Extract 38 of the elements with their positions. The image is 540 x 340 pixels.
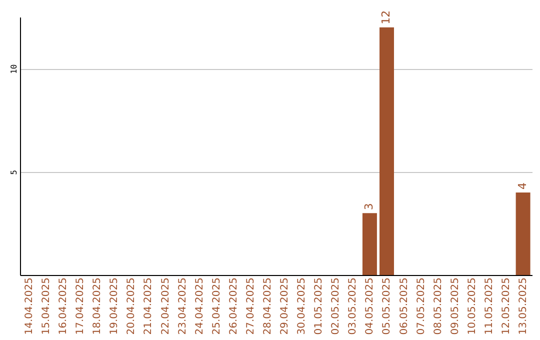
x-tick-label: 09.05.2025: [450, 278, 461, 335]
x-tick-label: 23.04.2025: [177, 278, 188, 335]
x-tick-label: 22.04.2025: [160, 278, 172, 335]
x-tick-label: 12.05.2025: [501, 278, 512, 335]
bar: [362, 213, 377, 275]
x-tick-label: 05.05.2025: [382, 278, 393, 335]
x-tick-label: 02.05.2025: [330, 278, 342, 335]
bar: [380, 27, 394, 275]
x-tick-label: 28.04.2025: [262, 278, 274, 335]
data-label: 12: [380, 10, 393, 24]
x-tick-label: 10.05.2025: [466, 278, 478, 335]
x-tick-label: 30.04.2025: [296, 278, 308, 335]
data-label: 3: [362, 203, 376, 210]
x-tick-label: 08.05.2025: [432, 278, 444, 335]
x-tick-label: 18.04.2025: [92, 278, 104, 335]
x-tick-label: 20.04.2025: [126, 278, 138, 335]
x-tick-label: 14.04.2025: [24, 278, 35, 335]
x-tick-label: 25.04.2025: [211, 278, 222, 335]
x-tick-label: 04.05.2025: [364, 278, 376, 335]
x-tick-label: 01.05.2025: [314, 278, 325, 335]
x-tick-label: 19.04.2025: [109, 278, 120, 335]
y-tick-label: 5: [10, 170, 18, 175]
x-tick-label: 26.04.2025: [228, 278, 240, 335]
x-tick-label: 11.05.2025: [484, 278, 495, 335]
x-tick-label: 16.04.2025: [58, 278, 70, 335]
x-tick-label: 17.04.2025: [75, 278, 86, 335]
x-tick-label: 15.04.2025: [40, 278, 52, 335]
x-tick-label: 29.04.2025: [280, 278, 291, 335]
x-tick-label: 27.04.2025: [245, 278, 256, 335]
x-tick-label: 24.04.2025: [194, 278, 206, 335]
x-tick-label: 13.05.2025: [518, 278, 530, 335]
x-tick-label: 21.04.2025: [143, 278, 154, 335]
y-tick-label: 10: [10, 64, 18, 74]
bar: [516, 192, 530, 275]
x-tick-label: 03.05.2025: [348, 278, 359, 335]
data-label: 4: [516, 182, 530, 190]
x-tick-label: 07.05.2025: [416, 278, 427, 335]
x-tick-label: 06.05.2025: [398, 278, 410, 335]
